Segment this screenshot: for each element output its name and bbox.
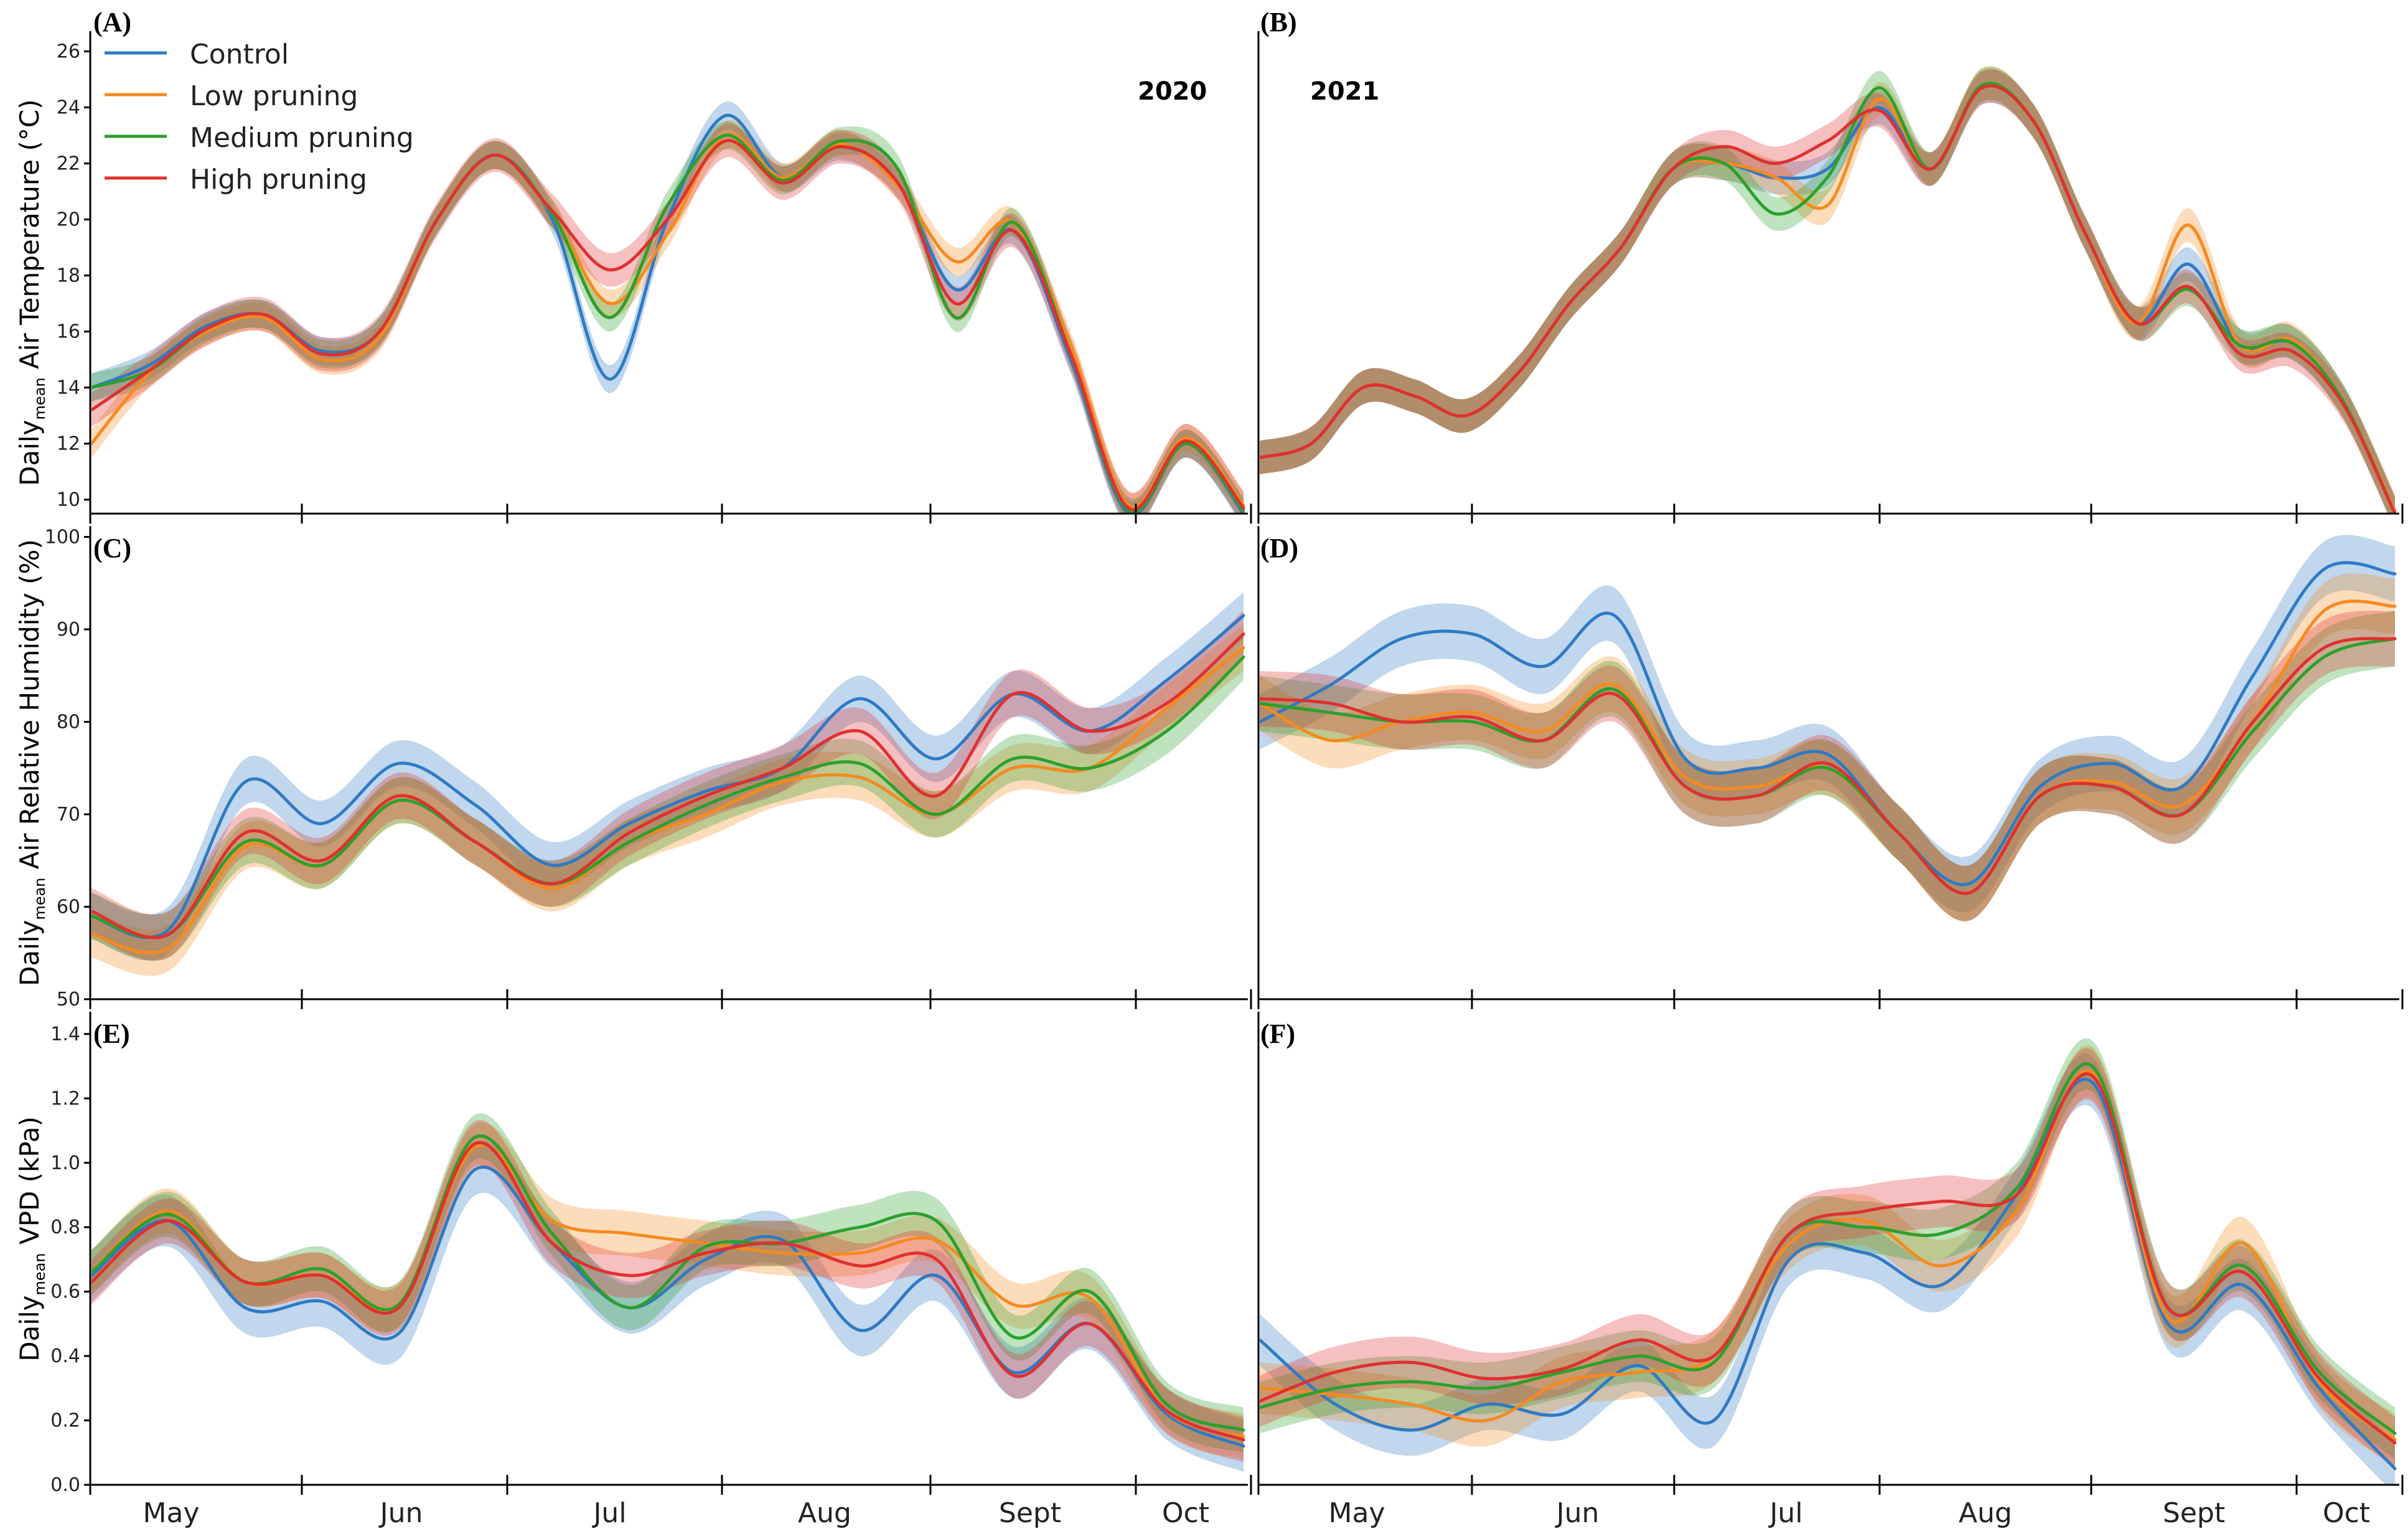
band-control (1260, 1053, 2395, 1485)
y-tick-label: 1.4 (50, 1023, 80, 1045)
month-label: Oct (2323, 1497, 2370, 1529)
series-line-control (1260, 561, 2397, 887)
series-line-low (91, 646, 1245, 954)
band-high (1260, 611, 2395, 921)
series-line-high (91, 632, 1245, 939)
band-medium (1260, 1038, 2395, 1459)
y-tick-label: 18 (57, 265, 80, 287)
series-line-high (91, 1141, 1245, 1442)
y-tick-label: 0.2 (50, 1410, 80, 1432)
y-tick-label: 26 (57, 41, 80, 63)
y-tick-label: 1.2 (50, 1088, 80, 1109)
plot-area (1260, 66, 2397, 514)
month-label: Sept (999, 1497, 1061, 1529)
panel-d: (D) (1257, 526, 2404, 1009)
series-line-high (91, 139, 1245, 512)
panel-e: 0.0 0.2 0.4 0.6 0.8 1.0 1.2 1.4 May Jun Jul Aug Sept… (50, 1012, 1252, 1529)
band-high (1260, 68, 2395, 514)
y-tick-label: 0.4 (50, 1345, 80, 1367)
year-label: 2021 (1310, 77, 1379, 106)
band-control (91, 1141, 1244, 1472)
band-low (91, 1122, 1244, 1459)
month-label: Jun (1555, 1497, 1600, 1529)
y-tick-label: 16 (57, 321, 80, 343)
month-label: Sept (2163, 1497, 2225, 1529)
month-label: May (1329, 1497, 1385, 1529)
y-tick-label: 10 (57, 489, 80, 511)
y-tick-label: 60 (57, 896, 80, 918)
band-control (1260, 68, 2395, 514)
panel-f: May Jun Jul Aug Sept Oct (F) (1257, 1012, 2404, 1529)
month-label: Jul (591, 1497, 626, 1529)
band-high (91, 1120, 1244, 1462)
panel-a: 10 12 14 16 18 20 22 24 26 (A) 2020 (57, 7, 1252, 524)
series-line-medium (1260, 637, 2397, 895)
legend: Control Low pruning Medium pruning High … (105, 39, 414, 195)
panel-letter: (B) (1260, 7, 1297, 37)
legend-label-high: High pruning (190, 164, 367, 195)
ylabel-vpd: Dailymean VPD (kPa) (14, 1116, 49, 1362)
month-label: Jul (1768, 1497, 1802, 1529)
y-tick-label: 0.8 (50, 1216, 80, 1238)
legend-label-medium: Medium pruning (190, 122, 414, 154)
y-tick-label: 20 (57, 209, 80, 231)
legend-label-low: Low pruning (190, 80, 358, 112)
y-tick-label: 70 (57, 804, 80, 826)
panel-letter: (A) (93, 7, 131, 37)
ylabel-temperature: Dailymean Air Temperature (°C) (14, 99, 49, 486)
plot-area (1260, 535, 2397, 921)
y-tick-label: 90 (57, 619, 80, 641)
month-label: May (143, 1497, 200, 1529)
panel-c: 50 60 70 80 90 100 (C) (45, 526, 1252, 1010)
series-line-high (1260, 637, 2397, 895)
series-line-high (1260, 84, 2397, 514)
y-tick-label: 50 (57, 989, 80, 1010)
series-line-low (91, 133, 1245, 509)
band-low (1260, 573, 2395, 921)
series-line-high (1260, 1072, 2397, 1445)
band-medium (1260, 611, 2395, 921)
month-label: Aug (798, 1497, 851, 1529)
ylabel-humidity: Dailymean Air Relative Humidity (%) (14, 539, 49, 986)
month-label: Oct (1162, 1497, 1209, 1529)
series-line-low (1260, 1069, 2397, 1442)
legend-label-control: Control (190, 39, 289, 70)
y-tick-label: 22 (57, 153, 80, 175)
series-line-medium (91, 1134, 1245, 1432)
plot-area (91, 1113, 1245, 1472)
panel-letter: (C) (93, 533, 131, 563)
band-medium (1260, 66, 2395, 514)
plot-area (91, 101, 1245, 514)
y-tick-label: 1.0 (50, 1152, 80, 1174)
y-tick-label: 80 (57, 711, 80, 733)
panel-letter: (D) (1260, 533, 1298, 563)
year-label: 2020 (1138, 77, 1207, 106)
series-line-control (91, 614, 1245, 939)
band-medium (91, 121, 1244, 514)
series-line-control (91, 1165, 1245, 1448)
series-line-medium (91, 656, 1245, 939)
month-label: Aug (1959, 1497, 2012, 1529)
plot-area (1260, 1038, 2397, 1485)
plot-area (91, 592, 1245, 976)
band-high (1260, 1048, 2395, 1469)
y-tick-label: 12 (57, 433, 80, 455)
panel-b: (B) 2021 (1257, 7, 2404, 524)
y-tick-label: 100 (45, 526, 80, 548)
month-label: Jun (378, 1497, 423, 1529)
panel-letter: (F) (1260, 1019, 1295, 1049)
panel-letter: (E) (93, 1019, 130, 1049)
y-tick-label: 0.6 (50, 1281, 80, 1303)
y-tick-label: 24 (57, 97, 80, 119)
series-line-medium (1260, 1062, 2397, 1435)
series-line-control (1260, 1078, 2397, 1470)
y-tick-label: 14 (57, 377, 80, 399)
y-tick-label: 0.0 (50, 1474, 80, 1496)
